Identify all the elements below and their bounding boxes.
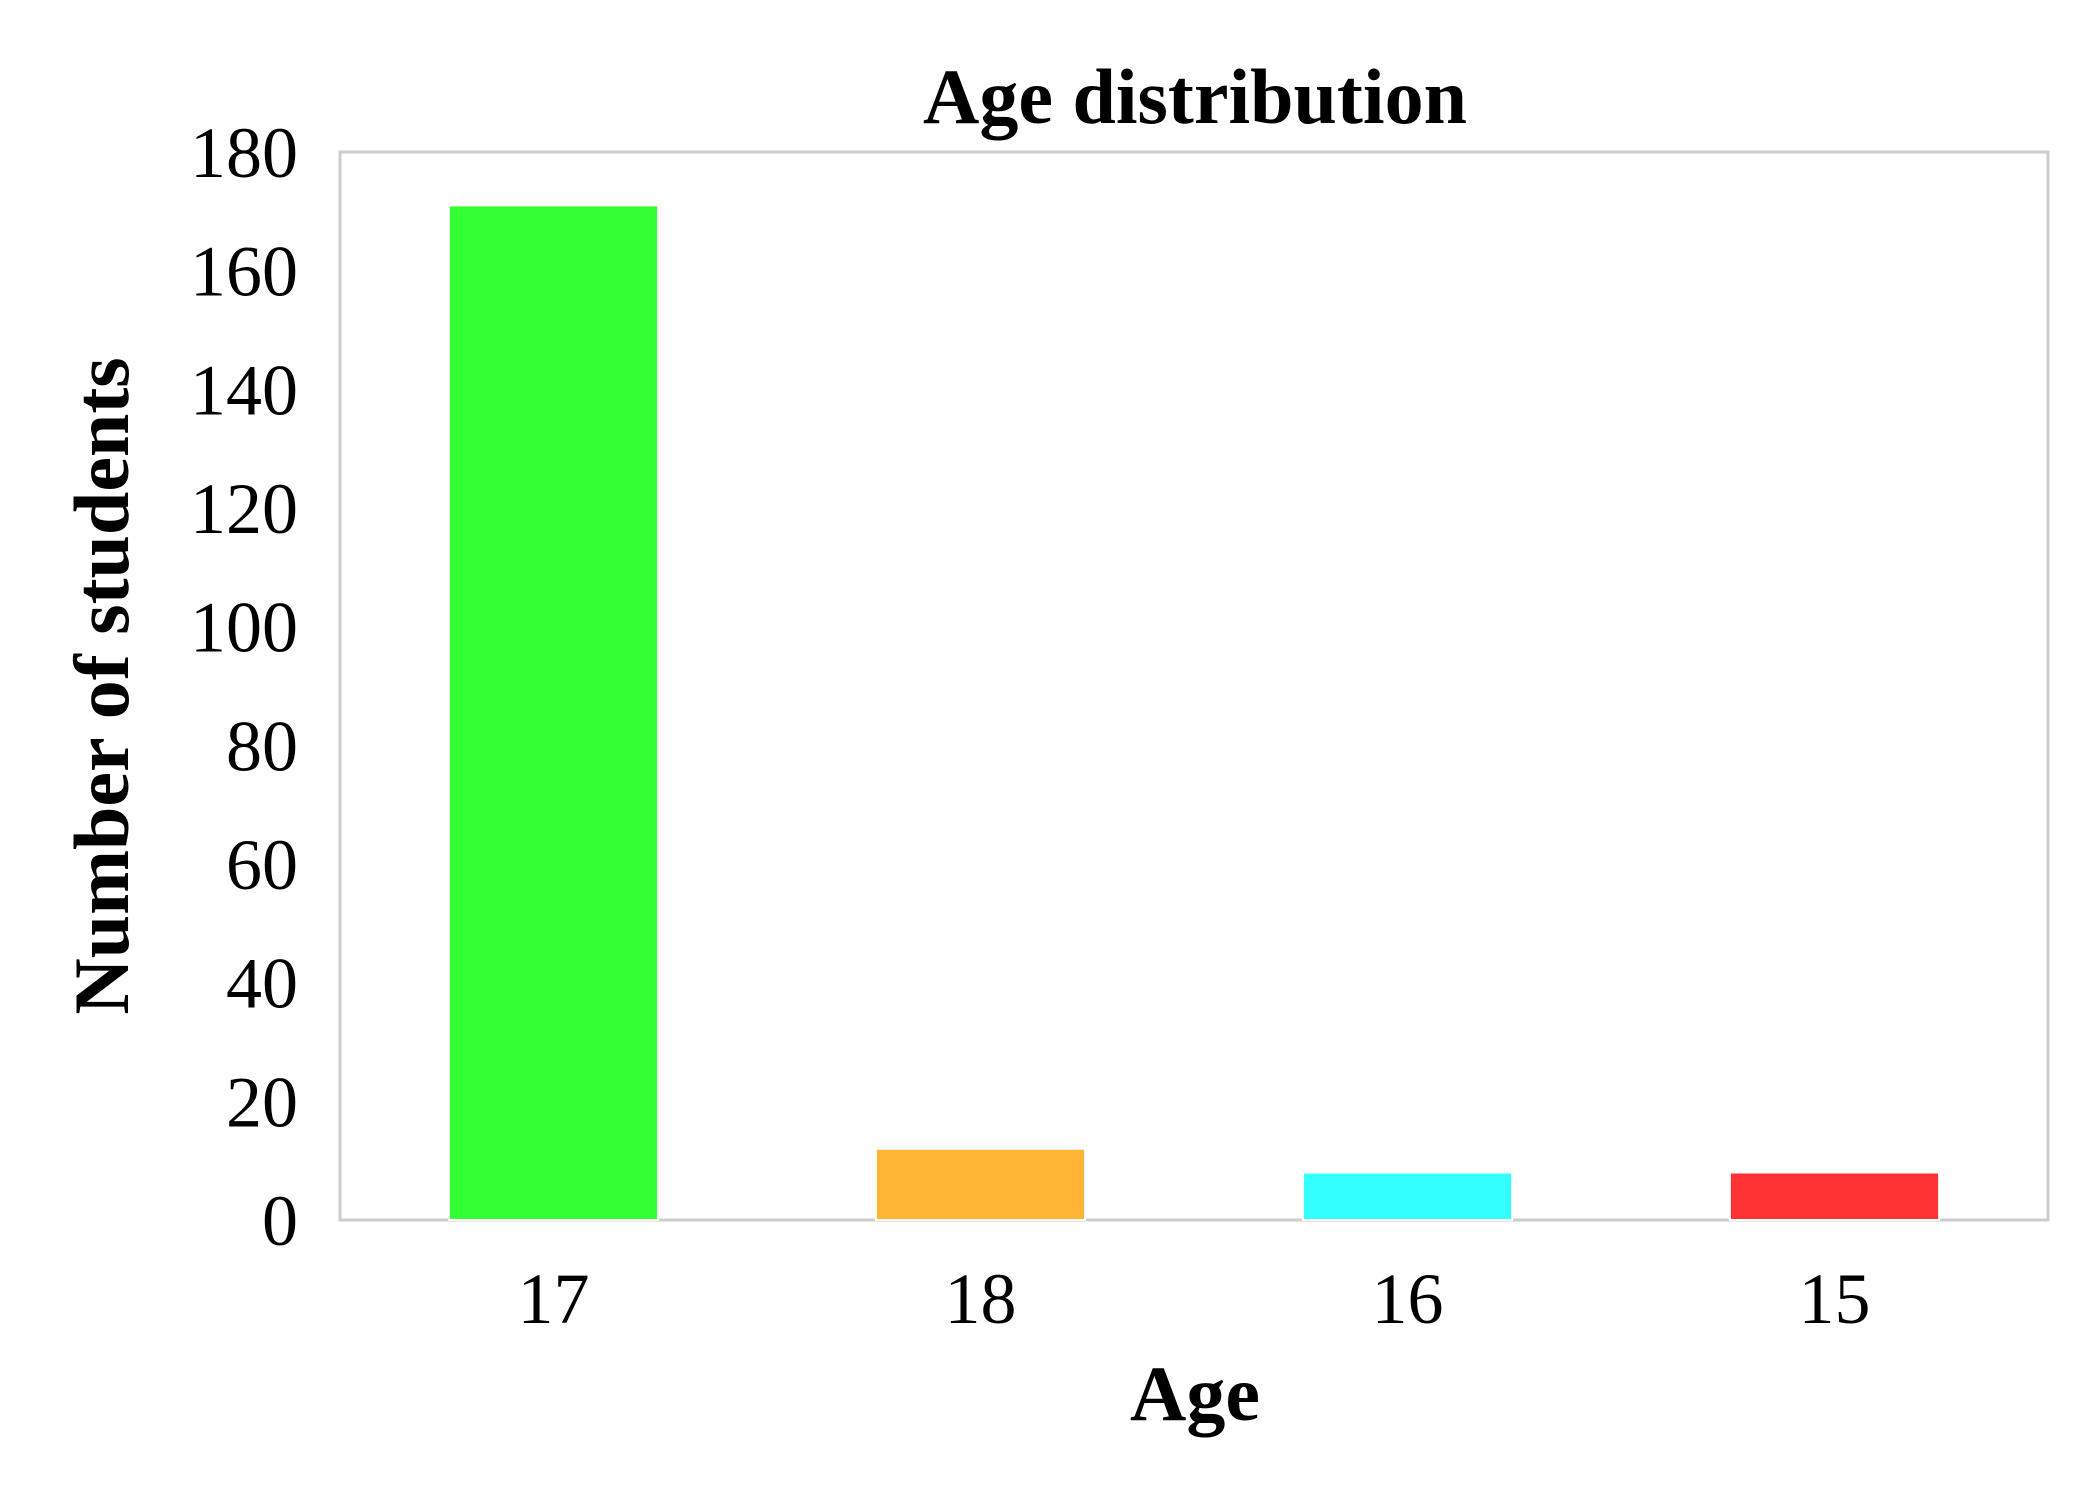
y-tick-label: 60 [226, 825, 298, 905]
y-tick-label: 160 [190, 232, 298, 312]
y-axis-ticks: 0 20 40 60 80 100 120 140 160 180 [190, 113, 298, 1261]
x-tick-label: 16 [1372, 1259, 1444, 1339]
y-tick-label: 40 [226, 944, 298, 1024]
x-tick-label: 15 [1799, 1259, 1871, 1339]
x-axis-label: Age [1130, 1350, 1260, 1437]
bar-age-16 [1301, 1171, 1514, 1221]
y-tick-label: 140 [190, 350, 298, 430]
bars-group [447, 204, 1941, 1222]
y-tick-label: 20 [226, 1062, 298, 1142]
y-tick-label: 0 [262, 1181, 298, 1261]
chart-title: Age distribution [923, 53, 1467, 140]
bar-age-15 [1728, 1171, 1941, 1221]
y-tick-label: 180 [190, 113, 298, 193]
y-axis-label: Number of students [58, 357, 145, 1014]
bar-age-17 [447, 204, 660, 1221]
x-tick-label: 18 [945, 1259, 1017, 1339]
y-tick-label: 120 [190, 469, 298, 549]
x-axis-ticks: 17 18 16 15 [518, 1259, 1871, 1339]
y-tick-label: 100 [190, 588, 298, 668]
y-tick-label: 80 [226, 706, 298, 786]
x-tick-label: 17 [518, 1259, 590, 1339]
bar-age-18 [874, 1147, 1087, 1222]
